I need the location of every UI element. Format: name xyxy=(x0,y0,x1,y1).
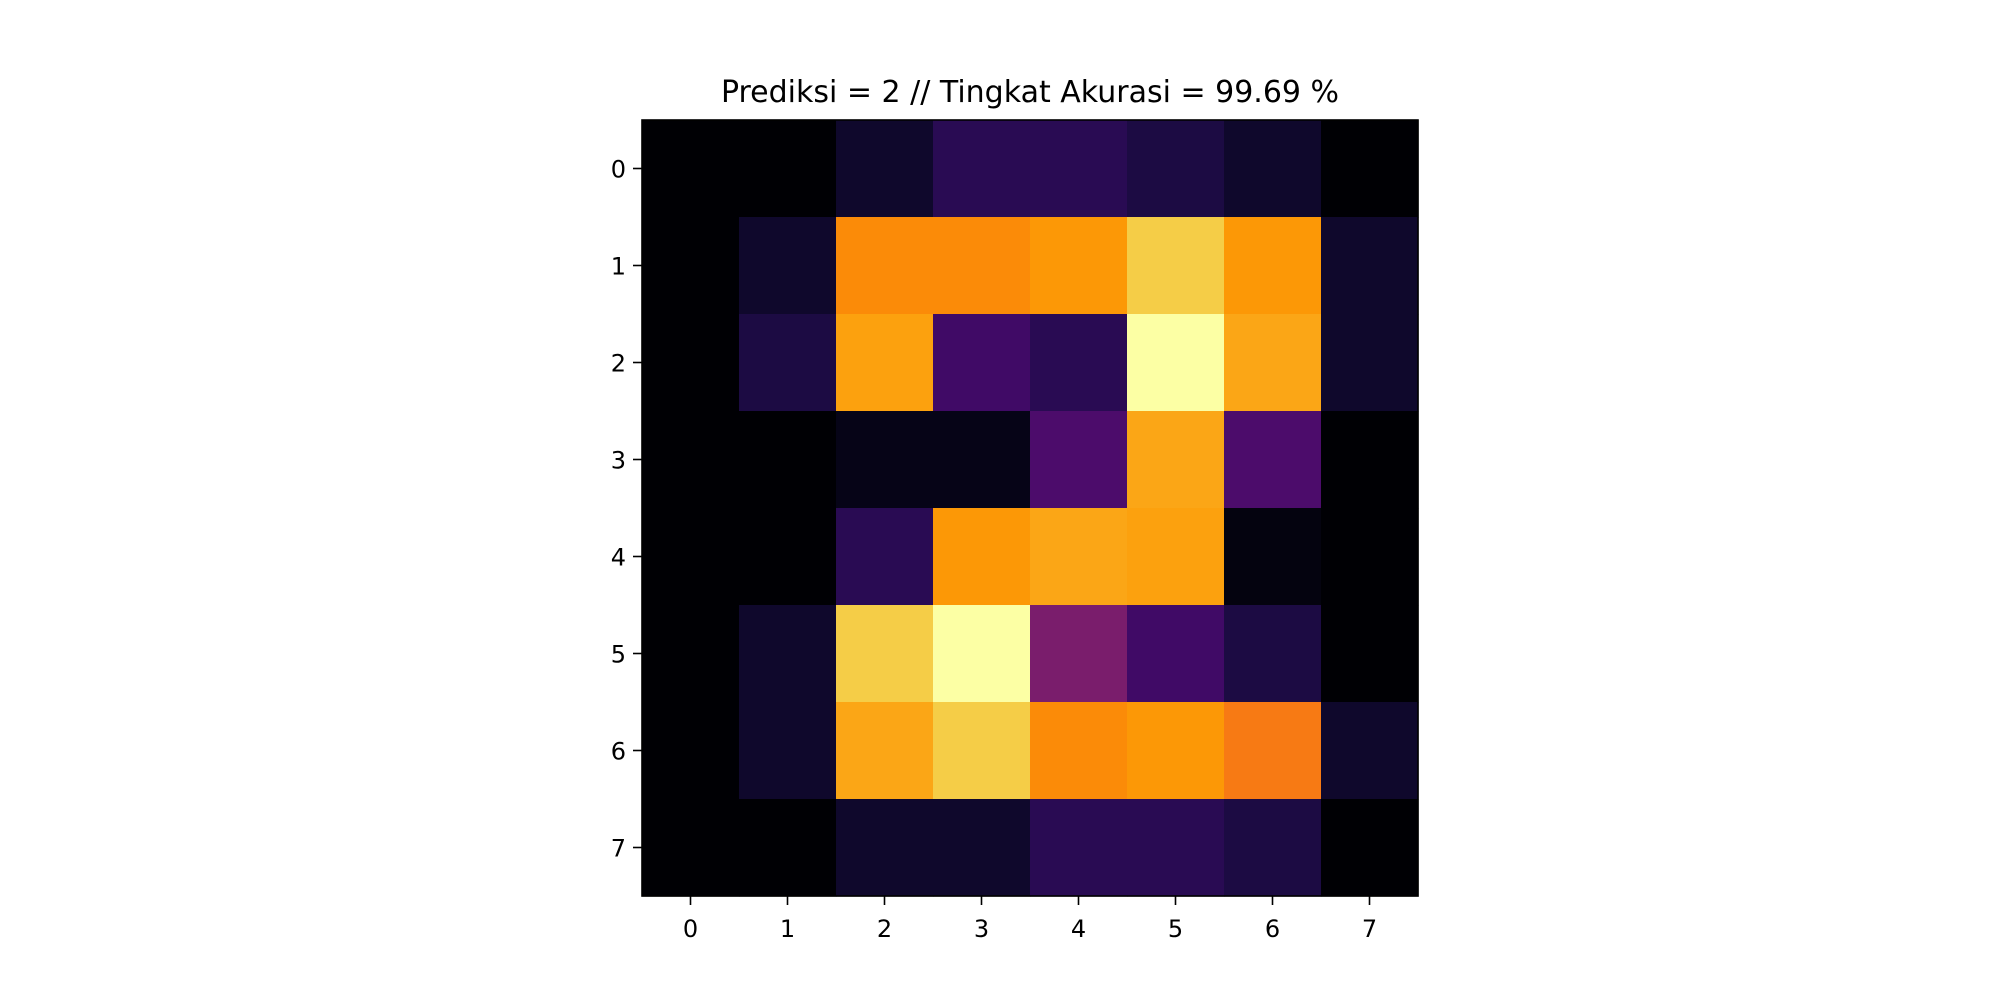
heatmap-cell-r5-c3 xyxy=(933,605,1031,703)
y-tick-label: 0 xyxy=(611,156,626,184)
heatmap-cell-r7-c2 xyxy=(836,799,934,897)
heatmap-cell-r0-c6 xyxy=(1224,120,1322,218)
heatmap-cell-r5-c7 xyxy=(1321,605,1419,703)
heatmap-cell-r2-c0 xyxy=(642,314,740,412)
heatmap-cell-r0-c3 xyxy=(933,120,1031,218)
heatmap-cell-r6-c1 xyxy=(739,702,837,800)
heatmap-cell-r5-c2 xyxy=(836,605,934,703)
heatmap-cell-r0-c4 xyxy=(1030,120,1128,218)
chart-title: Prediksi = 2 // Tingkat Akurasi = 99.69 … xyxy=(721,75,1339,110)
heatmap-cell-r6-c7 xyxy=(1321,702,1419,800)
y-tick-label: 7 xyxy=(611,835,626,863)
heatmap-cell-r4-c6 xyxy=(1224,508,1322,606)
heatmap-cell-r3-c3 xyxy=(933,411,1031,509)
heatmap-cell-r4-c2 xyxy=(836,508,934,606)
heatmap-cell-r2-c2 xyxy=(836,314,934,412)
heatmap-cell-r3-c0 xyxy=(642,411,740,509)
y-tick-label: 5 xyxy=(611,641,626,669)
heatmap-cell-r5-c6 xyxy=(1224,605,1322,703)
heatmap-cells xyxy=(642,120,1419,897)
x-tick-label: 7 xyxy=(1362,915,1377,943)
heatmap-cell-r3-c6 xyxy=(1224,411,1322,509)
heatmap-cell-r1-c7 xyxy=(1321,217,1419,315)
y-tick-label: 4 xyxy=(611,544,626,572)
heatmap-cell-r1-c5 xyxy=(1127,217,1225,315)
heatmap-cell-r7-c0 xyxy=(642,799,740,897)
heatmap-cell-r6-c4 xyxy=(1030,702,1128,800)
heatmap-cell-r2-c5 xyxy=(1127,314,1225,412)
heatmap-cell-r0-c0 xyxy=(642,120,740,218)
x-tick-label: 6 xyxy=(1265,915,1280,943)
heatmap-cell-r1-c0 xyxy=(642,217,740,315)
x-tick-label: 3 xyxy=(974,915,989,943)
heatmap-cell-r5-c4 xyxy=(1030,605,1128,703)
x-tick-label: 4 xyxy=(1071,915,1086,943)
heatmap-cell-r6-c5 xyxy=(1127,702,1225,800)
heatmap-cell-r4-c7 xyxy=(1321,508,1419,606)
y-tick-label: 3 xyxy=(611,447,626,475)
heatmap-cell-r3-c5 xyxy=(1127,411,1225,509)
heatmap-cell-r1-c1 xyxy=(739,217,837,315)
y-axis: 0 1 2 3 4 5 6 7 xyxy=(611,156,642,863)
heatmap-cell-r3-c1 xyxy=(739,411,837,509)
y-tick-label: 2 xyxy=(611,350,626,378)
heatmap-cell-r7-c4 xyxy=(1030,799,1128,897)
heatmap-cell-r1-c6 xyxy=(1224,217,1322,315)
x-tick-label: 0 xyxy=(683,915,698,943)
heatmap-cell-r3-c2 xyxy=(836,411,934,509)
heatmap-cell-r2-c3 xyxy=(933,314,1031,412)
heatmap-cell-r3-c7 xyxy=(1321,411,1419,509)
heatmap-cell-r5-c1 xyxy=(739,605,837,703)
heatmap-cell-r7-c6 xyxy=(1224,799,1322,897)
y-tick-label: 6 xyxy=(611,738,626,766)
heatmap-cell-r5-c0 xyxy=(642,605,740,703)
heatmap-cell-r7-c1 xyxy=(739,799,837,897)
heatmap-cell-r0-c2 xyxy=(836,120,934,218)
heatmap-cell-r4-c4 xyxy=(1030,508,1128,606)
heatmap-cell-r0-c1 xyxy=(739,120,837,218)
heatmap-cell-r6-c0 xyxy=(642,702,740,800)
heatmap-cell-r7-c5 xyxy=(1127,799,1225,897)
heatmap-cell-r3-c4 xyxy=(1030,411,1128,509)
heatmap-cell-r2-c4 xyxy=(1030,314,1128,412)
heatmap-cell-r0-c7 xyxy=(1321,120,1419,218)
heatmap-cell-r1-c3 xyxy=(933,217,1031,315)
x-tick-label: 1 xyxy=(780,915,795,943)
heatmap-cell-r2-c6 xyxy=(1224,314,1322,412)
heatmap-cell-r2-c7 xyxy=(1321,314,1419,412)
plot-frame xyxy=(641,119,1419,897)
heatmap-cell-r7-c7 xyxy=(1321,799,1419,897)
y-tick-label: 1 xyxy=(611,253,626,281)
heatmap-cell-r6-c6 xyxy=(1224,702,1322,800)
heatmap-cell-r1-c4 xyxy=(1030,217,1128,315)
heatmap-cell-r0-c5 xyxy=(1127,120,1225,218)
x-axis: 0 1 2 3 4 5 6 7 xyxy=(683,896,1377,943)
heatmap-cell-r4-c5 xyxy=(1127,508,1225,606)
heatmap-cell-r6-c3 xyxy=(933,702,1031,800)
x-tick-label: 5 xyxy=(1168,915,1183,943)
x-tick-label: 2 xyxy=(877,915,892,943)
heatmap-cell-r2-c1 xyxy=(739,314,837,412)
heatmap-cell-r5-c5 xyxy=(1127,605,1225,703)
heatmap-cell-r4-c3 xyxy=(933,508,1031,606)
heatmap-cell-r4-c1 xyxy=(739,508,837,606)
heatmap-cell-r6-c2 xyxy=(836,702,934,800)
heatmap-cell-r1-c2 xyxy=(836,217,934,315)
heatmap-cell-r4-c0 xyxy=(642,508,740,606)
heatmap-cell-r7-c3 xyxy=(933,799,1031,897)
